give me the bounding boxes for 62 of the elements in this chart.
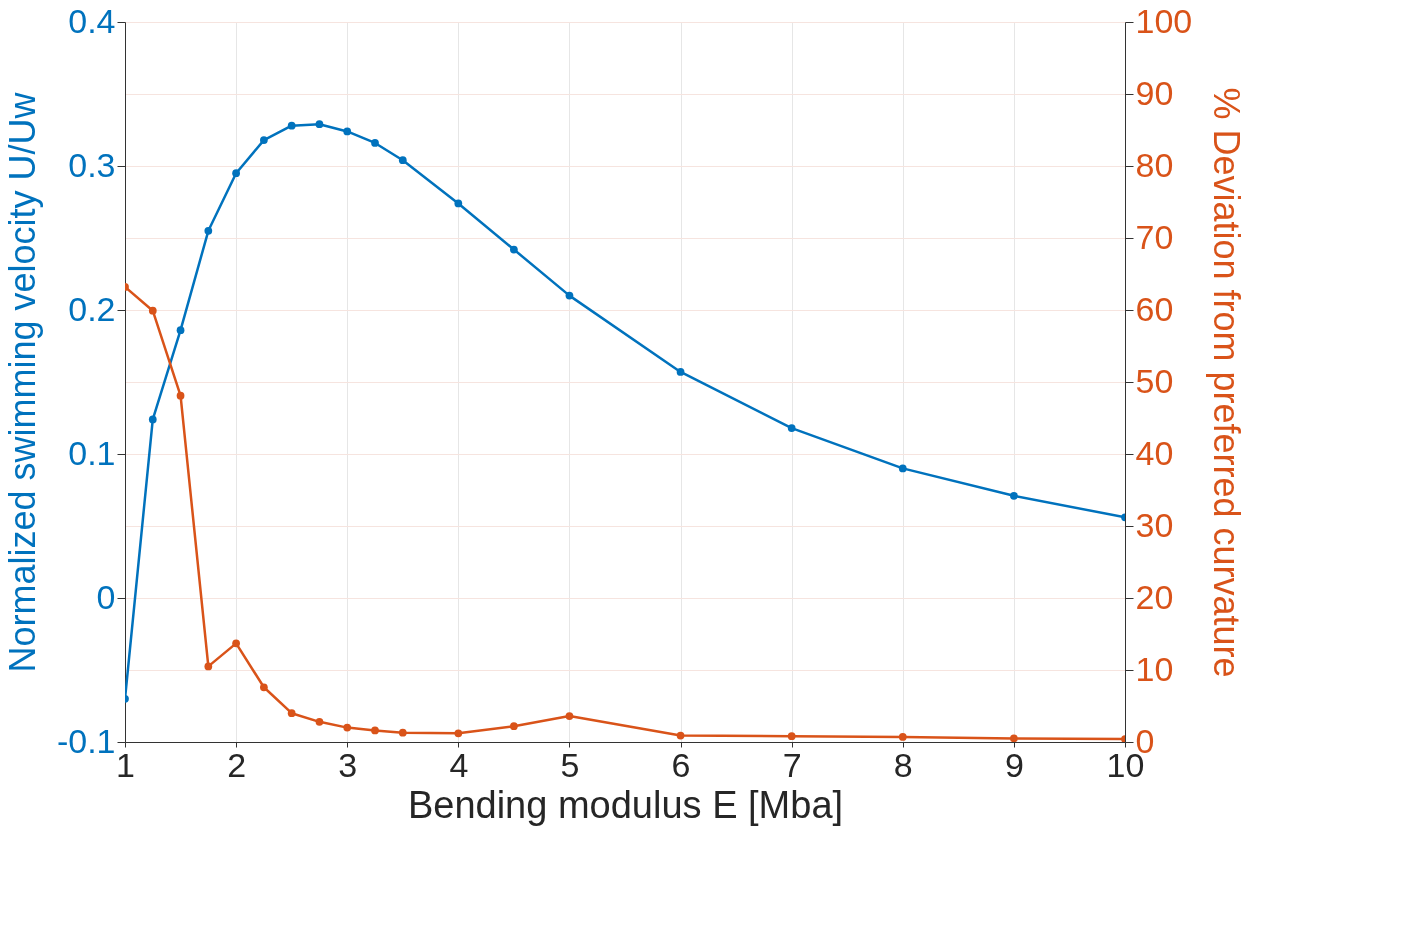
point [260, 136, 268, 144]
x-tick-label: 4 [449, 745, 469, 784]
point [398, 728, 407, 737]
point [232, 639, 240, 648]
x-tick-label: 9 [1004, 745, 1024, 784]
point [898, 733, 907, 741]
point [343, 127, 352, 136]
point [148, 415, 157, 424]
point [565, 291, 574, 300]
point [204, 226, 213, 235]
point [287, 121, 296, 130]
y2-axis-title: % Deviation from preferred curvature [1206, 87, 1248, 678]
point [287, 709, 296, 718]
point [787, 424, 796, 432]
y-tick-label: 0.3 [68, 145, 116, 184]
point [676, 731, 685, 740]
y2-tick-label: 70 [1135, 217, 1174, 256]
point [898, 464, 907, 473]
point [510, 245, 518, 254]
y-tick-label: 0 [96, 577, 116, 616]
y-tick-label: 0.1 [68, 433, 116, 472]
y2-tick-label: 20 [1135, 577, 1174, 616]
point [454, 199, 463, 208]
x-tick-label: 8 [893, 745, 913, 784]
y2-tick-label: 90 [1135, 73, 1174, 112]
x-tick-label: 6 [671, 745, 691, 784]
y2-tick-label: 50 [1135, 361, 1174, 400]
x-axis-title: Bending modulus E [Mba] [407, 783, 844, 826]
point [454, 729, 463, 738]
y2-tick-label: 10 [1135, 649, 1174, 688]
x-tick-label: 2 [227, 745, 247, 784]
point [371, 139, 379, 147]
point [315, 120, 324, 129]
y2-tick-label: 80 [1135, 145, 1174, 184]
point [343, 723, 352, 732]
point [371, 726, 379, 735]
y-tick-label: -0.1 [56, 721, 116, 760]
y-axis-title: Normalized swimming velocity U/Uw [1, 91, 43, 673]
x-tick-label: 1 [116, 745, 135, 784]
point [1010, 734, 1018, 742]
y2-tick-label: 60 [1135, 289, 1174, 328]
point [204, 662, 213, 671]
x-tick-label: 5 [560, 745, 580, 784]
y-tick-label: 0.2 [68, 289, 116, 328]
point [787, 732, 796, 741]
y2-tick-label: 30 [1135, 505, 1174, 544]
point [148, 306, 157, 315]
point [510, 722, 518, 731]
point [676, 368, 685, 376]
point [232, 169, 240, 178]
y-tick-label: 0.4 [68, 1, 116, 40]
point [260, 683, 268, 692]
point [176, 326, 185, 335]
point [176, 391, 185, 400]
x-tick-label: 7 [782, 745, 802, 784]
point [565, 712, 574, 720]
point [398, 156, 407, 165]
x-tick-label: 3 [338, 745, 358, 784]
y2-tick-label: 40 [1135, 433, 1174, 472]
point [1010, 491, 1018, 500]
y2-tick-label: 100 [1135, 1, 1193, 40]
point [315, 717, 324, 726]
